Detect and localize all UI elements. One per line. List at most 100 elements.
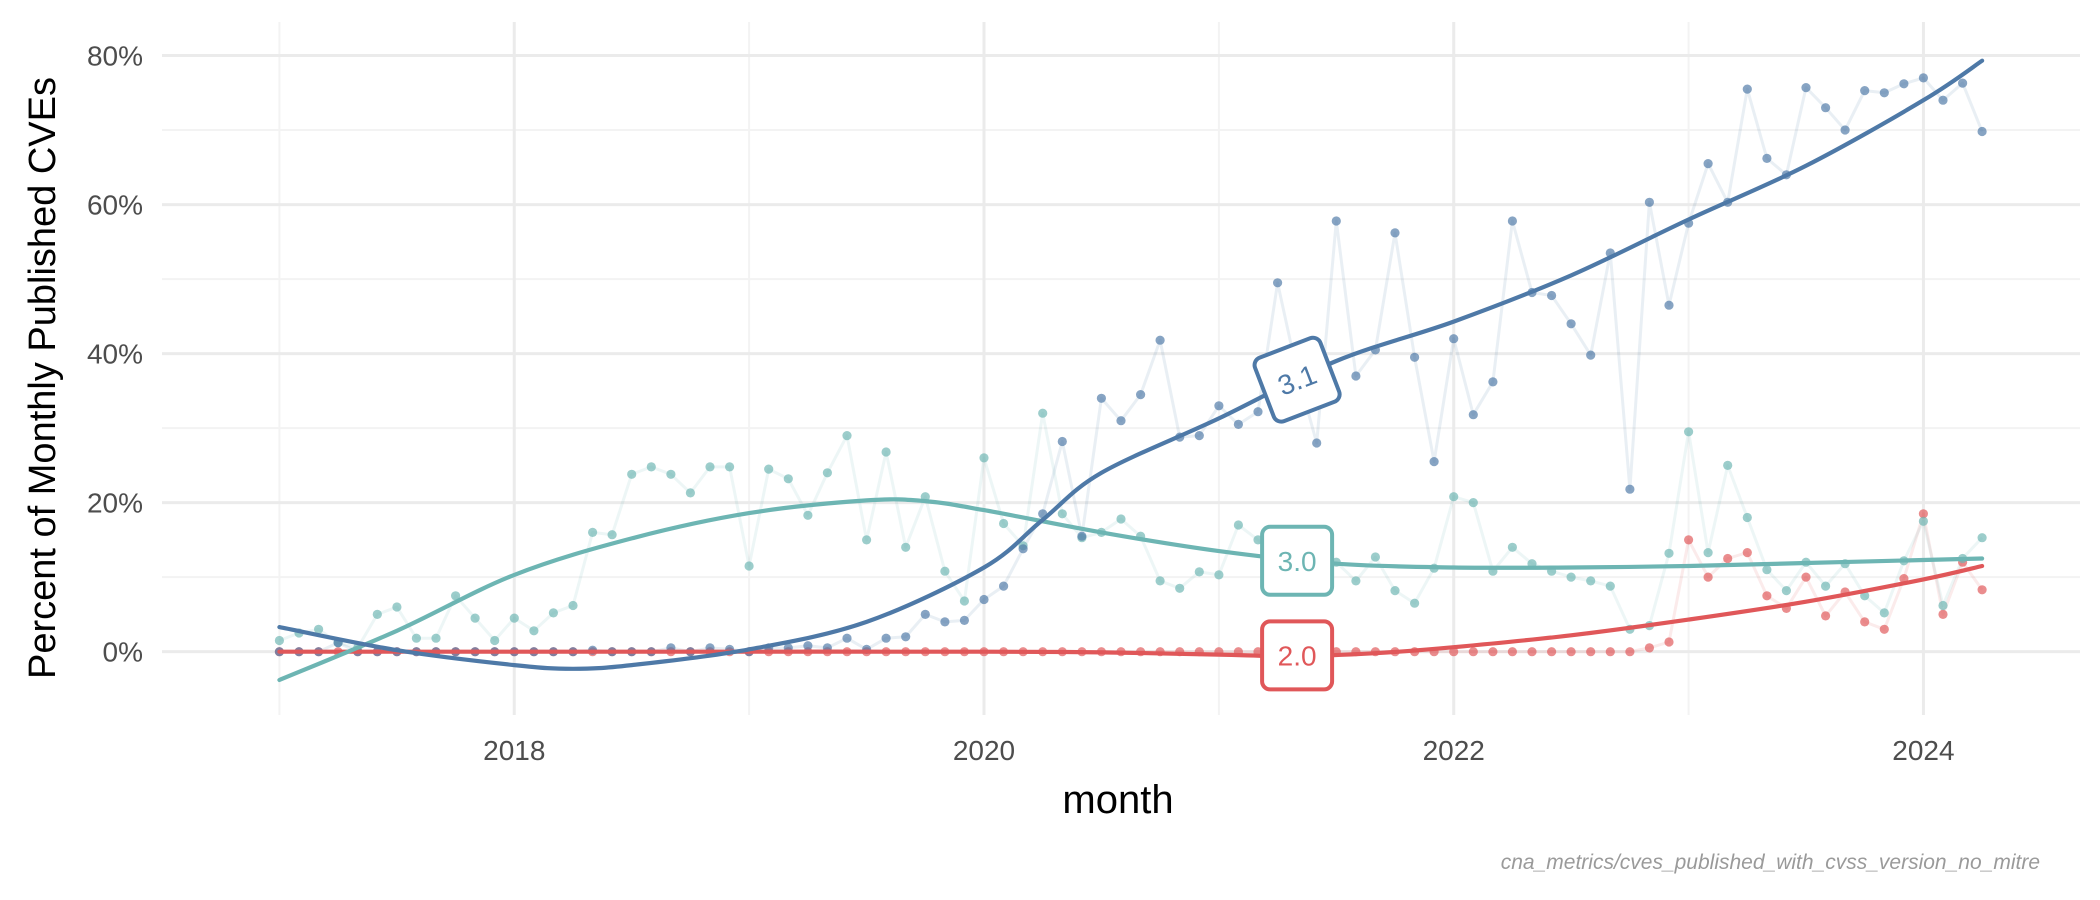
data-point-3.1 <box>1977 126 1987 137</box>
data-point-3.0 <box>451 591 461 601</box>
trend-lines <box>277 58 1985 683</box>
chart-caption: cna_metrics/cves_published_with_cvss_ver… <box>1501 851 2040 874</box>
data-point-2.0 <box>1821 611 1831 621</box>
data-point-3.0 <box>1194 567 1204 577</box>
data-point-3.0 <box>1703 548 1713 558</box>
data-point-3.0 <box>1762 565 1772 575</box>
data-point-3.1 <box>1116 416 1126 426</box>
data-point-3.1 <box>1840 125 1850 135</box>
y-tick-label: 60% <box>87 190 143 221</box>
data-point-3.0 <box>666 469 676 479</box>
data-point-2.0 <box>1644 643 1654 653</box>
data-point-3.1 <box>1879 88 1889 98</box>
data-point-3.1 <box>1351 371 1361 381</box>
data-point-2.0 <box>1684 535 1694 545</box>
data-point-3.0 <box>274 635 284 646</box>
data-point-2.0 <box>1742 548 1752 558</box>
x-axis-title: month <box>1062 778 1173 822</box>
trend-line-2.0 <box>277 563 1985 659</box>
data-point-3.0 <box>529 626 539 636</box>
data-point-3.0 <box>588 527 598 538</box>
data-point-3.0 <box>1038 408 1048 418</box>
data-point-3.1 <box>1488 377 1498 387</box>
x-tick-label: 2024 <box>1892 735 1954 766</box>
data-point-3.0 <box>646 462 656 472</box>
data-point-3.0 <box>1449 492 1459 502</box>
data-point-3.0 <box>744 561 754 571</box>
minor-gridlines <box>162 22 2080 715</box>
data-point-3.0 <box>490 635 500 646</box>
data-point-3.0 <box>1410 598 1420 608</box>
data-point-3.0 <box>314 624 324 634</box>
x-tick-label: 2020 <box>953 735 1015 766</box>
data-point-3.0 <box>1468 498 1478 508</box>
data-point-2.0 <box>1918 509 1928 519</box>
data-point-3.1 <box>1547 290 1557 301</box>
data-point-2.0 <box>1879 624 1889 634</box>
data-point-3.1 <box>901 632 911 642</box>
data-point-3.0 <box>1879 608 1889 618</box>
data-point-3.0 <box>1370 552 1380 562</box>
data-point-2.0 <box>1468 647 1478 657</box>
data-point-3.1 <box>1644 197 1654 207</box>
y-tick-label: 0% <box>103 637 143 668</box>
data-point-3.1 <box>1312 438 1322 448</box>
data-point-2.0 <box>1488 647 1498 657</box>
data-point-3.0 <box>940 566 950 576</box>
data-point-2.0 <box>1703 572 1713 582</box>
data-point-3.0 <box>842 431 852 441</box>
data-point-3.1 <box>1468 410 1478 420</box>
data-point-3.1 <box>1194 431 1204 441</box>
data-point-3.0 <box>1507 542 1517 552</box>
data-point-3.0 <box>1781 586 1791 596</box>
axis-ticks: 0% 20% 40% 60% 80% 2018 2020 2022 2024 <box>87 41 1955 766</box>
data-point-3.0 <box>1233 520 1243 530</box>
data-point-3.1 <box>1703 159 1713 169</box>
data-point-3.0 <box>509 613 519 623</box>
data-point-3.0 <box>1664 548 1674 558</box>
data-point-3.0 <box>1116 514 1126 524</box>
data-point-2.0 <box>1507 647 1517 657</box>
data-point-2.0 <box>1762 591 1772 601</box>
data-point-3.0 <box>999 518 1009 529</box>
data-point-3.1 <box>1390 228 1400 238</box>
data-point-3.1 <box>1958 78 1968 88</box>
series-trail-3.0 <box>278 411 1984 650</box>
data-point-3.1 <box>1625 484 1635 494</box>
data-point-3.1 <box>1214 401 1224 411</box>
data-point-2.0 <box>1566 647 1576 657</box>
data-point-3.0 <box>725 462 735 472</box>
data-point-3.1 <box>1077 531 1087 541</box>
data-point-2.0 <box>1605 647 1615 657</box>
data-point-3.1 <box>1429 457 1439 467</box>
data-point-3.0 <box>862 535 872 545</box>
data-point-2.0 <box>1860 617 1870 627</box>
data-point-3.0 <box>685 488 696 498</box>
data-point-3.1 <box>1566 319 1576 329</box>
data-point-3.1 <box>1057 436 1067 447</box>
data-point-3.1 <box>1586 350 1596 360</box>
data-point-3.0 <box>881 447 891 457</box>
data-point-2.0 <box>1801 572 1811 582</box>
series-label-box <box>1252 335 1342 424</box>
data-point-3.1 <box>1899 79 1909 89</box>
data-point-3.0 <box>1586 576 1596 586</box>
data-point-3.1 <box>1821 103 1831 113</box>
data-point-3.1 <box>1331 216 1341 226</box>
data-point-3.1 <box>1410 352 1420 362</box>
data-point-3.1 <box>1860 86 1870 96</box>
data-point-2.0 <box>1664 637 1674 647</box>
data-point-3.0 <box>1742 512 1752 523</box>
data-point-3.1 <box>1233 419 1243 429</box>
data-point-2.0 <box>1586 647 1596 657</box>
data-point-3.0 <box>1214 570 1224 580</box>
data-point-3.1 <box>920 609 930 620</box>
series-label-text: 3.0 <box>1278 546 1317 577</box>
data-point-3.0 <box>1155 576 1165 586</box>
data-point-3.0 <box>979 453 989 463</box>
data-point-3.0 <box>822 468 833 478</box>
data-point-3.1 <box>1938 95 1948 105</box>
y-tick-label: 40% <box>87 339 143 370</box>
data-point-3.0 <box>959 596 970 606</box>
